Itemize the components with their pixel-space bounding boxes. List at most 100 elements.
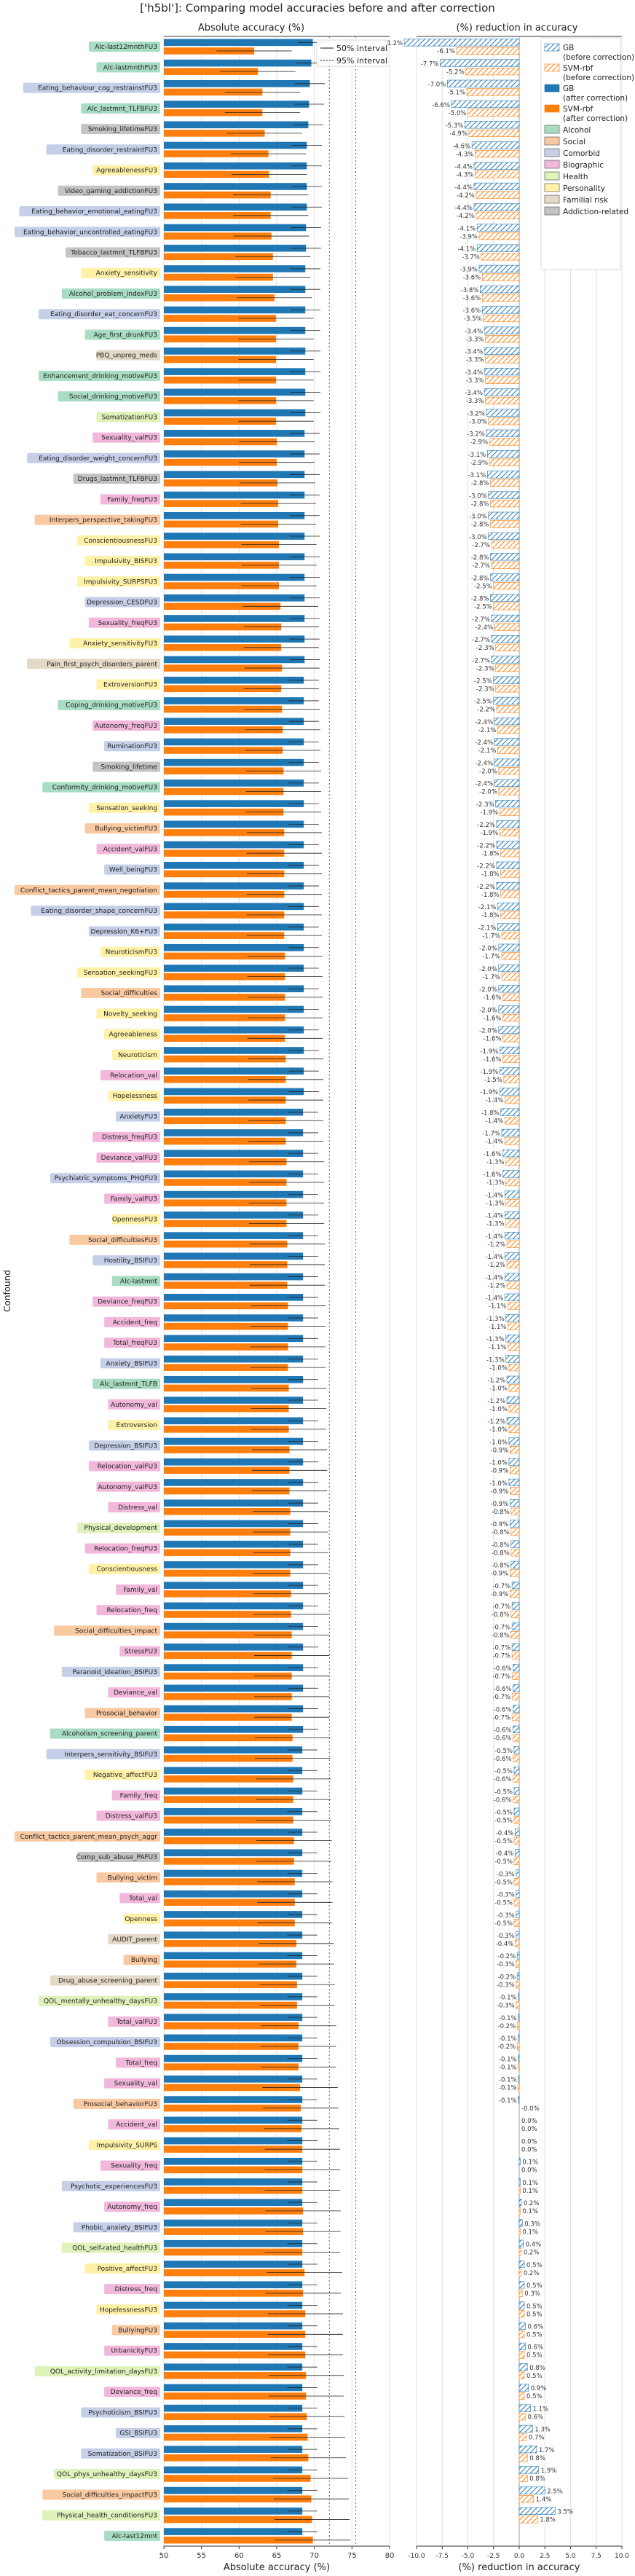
gb-reduction-bar <box>493 696 520 705</box>
category-label-box <box>92 1131 160 1142</box>
svm-reduction-bar <box>510 1445 520 1454</box>
before-bar <box>164 594 305 602</box>
before-bar <box>164 2384 303 2392</box>
gb-reduction-label: -7.7% <box>421 60 439 68</box>
before-bar <box>164 800 304 807</box>
category-label: PBQ_unpreg_meds <box>96 353 158 360</box>
gb-reduction-bar <box>471 141 520 149</box>
gb-reduction-label: -3.0% <box>469 534 487 541</box>
after-bar <box>164 479 278 487</box>
gb-reduction-label: -2.0% <box>479 1007 497 1014</box>
gb-reduction-label: -1.0% <box>489 1439 508 1446</box>
category-label: NeuroticismFU3 <box>106 949 157 957</box>
svm-reduction-bar <box>518 2392 525 2400</box>
right-x-axis-label: (%) reduction in accuracy <box>459 2562 580 2573</box>
category-label: StressFU3 <box>125 1649 157 1656</box>
svm-reduction-label: -3.6% <box>463 275 481 282</box>
before-bar <box>164 676 304 684</box>
category-label: Total_valFU3 <box>116 2019 157 2026</box>
after-bar <box>164 1981 297 1989</box>
svm-reduction-label: 0.5% <box>526 2393 543 2400</box>
legend-group-swatch <box>544 183 560 192</box>
before-bar <box>164 430 305 437</box>
gb-reduction-bar <box>476 224 520 232</box>
svm-reduction-bar <box>502 993 520 1001</box>
category-label-box <box>77 576 160 587</box>
after-bar <box>164 2043 299 2050</box>
after-bar <box>164 1364 288 1371</box>
svm-reduction-bar <box>511 1692 520 1701</box>
category-label-box <box>108 1687 160 1698</box>
gb-reduction-bar <box>518 2239 524 2247</box>
gb-reduction-label: -2.2% <box>477 884 495 891</box>
before-bar <box>164 1767 303 1775</box>
before-bar <box>164 553 305 561</box>
gb-reduction-bar <box>464 121 520 129</box>
category-label: BullyingFU3 <box>118 2328 157 2335</box>
category-label: Video_gaming_addictionFU3 <box>65 188 157 195</box>
after-bar <box>164 232 272 240</box>
svm-reduction-bar <box>485 376 520 384</box>
before-bar <box>164 1437 304 1445</box>
svm-reduction-label: 1.4% <box>536 2496 552 2503</box>
category-label-box <box>81 2407 160 2418</box>
svm-reduction-bar <box>502 1055 520 1063</box>
left-x-tick-label: 55 <box>197 2552 206 2560</box>
left-x-ticks: 50 55 60 65 70 75 80 <box>159 2546 394 2560</box>
svm-reduction-label: 0.8% <box>529 2475 545 2483</box>
before-bar <box>164 39 313 47</box>
category-label: Alcoholism_screening_parent <box>62 1731 158 1738</box>
before-bar <box>164 1129 304 1136</box>
svm-reduction-label: -1.6% <box>484 1015 502 1022</box>
svm-reduction-label: -2.8% <box>471 480 489 487</box>
svm-reduction-label: -1.3% <box>486 1179 505 1187</box>
category-label-box <box>111 1214 160 1225</box>
svm-reduction-label: -2.8% <box>471 522 489 529</box>
gb-reduction-bar <box>497 903 520 911</box>
svm-reduction-bar <box>476 191 520 199</box>
category-label: Distress_val <box>118 1504 157 1512</box>
category-label-box <box>58 185 160 196</box>
category-label: Autonomy_valFU3 <box>98 1484 157 1491</box>
category-label: Eating_disorder_shape_concernFU3 <box>41 908 157 915</box>
gb-reduction-label: 0.0% <box>521 2118 537 2125</box>
after-bar <box>164 417 276 425</box>
gb-reduction-label: -0.2% <box>498 1974 516 1981</box>
gb-reduction-label: -0.5% <box>494 1788 513 1796</box>
category-label-box <box>92 761 160 772</box>
svm-reduction-label: -1.8% <box>481 892 500 899</box>
category-label-box <box>96 62 160 73</box>
category-label-box <box>58 699 160 710</box>
gb-reduction-bar <box>518 2178 521 2186</box>
gb-reduction-label: -1.4% <box>486 1213 504 1220</box>
svm-reduction-bar <box>481 273 520 281</box>
gb-reduction-label: 0.3% <box>524 2220 540 2228</box>
before-bar <box>164 635 305 643</box>
svm-reduction-bar <box>493 602 520 610</box>
svm-reduction-label: 0.7% <box>529 2435 545 2442</box>
svm-reduction-bar <box>518 2248 522 2256</box>
after-bar <box>164 1240 288 1248</box>
after-bar <box>164 1775 293 1783</box>
category-label-box <box>81 124 160 135</box>
category-label-box <box>88 2140 160 2151</box>
before-bar <box>164 347 306 355</box>
svm-reduction-label: -1.5% <box>484 1077 502 1084</box>
gb-reduction-label: -11.2% <box>381 40 403 47</box>
gb-reduction-label: -0.9% <box>491 1501 509 1508</box>
before-bar <box>164 573 305 581</box>
left-x-tick-label: 60 <box>234 2552 244 2560</box>
svm-reduction-bar <box>518 2371 525 2379</box>
gb-reduction-label: 0.9% <box>531 2385 547 2392</box>
category-label-box <box>96 1872 160 1883</box>
left-legend: 50% interval 95% interval <box>316 39 388 67</box>
before-bar <box>164 2466 303 2474</box>
gb-reduction-label: -2.4% <box>475 739 493 747</box>
right-x-tick-label: -7.5 <box>435 2553 449 2560</box>
after-bar <box>164 726 283 734</box>
category-label-box <box>50 1975 161 1986</box>
before-bar <box>164 2178 303 2186</box>
legend-series-label: SVM-rbf (before correction) <box>563 64 634 82</box>
legend-series-label: SVM-rbf (after correction) <box>563 105 628 123</box>
svm-reduction-bar <box>500 911 520 919</box>
